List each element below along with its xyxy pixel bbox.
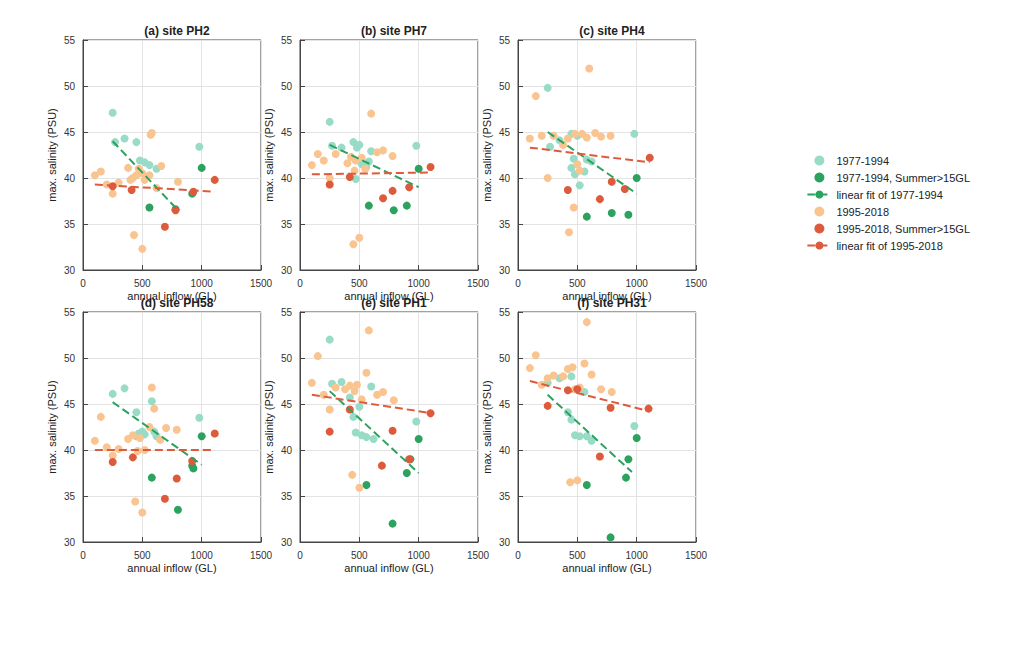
svg-text:1500: 1500 [250, 278, 273, 289]
svg-text:55: 55 [64, 307, 76, 318]
svg-text:55: 55 [499, 35, 511, 46]
svg-text:0: 0 [80, 550, 86, 561]
svg-text:1500: 1500 [250, 550, 273, 561]
svg-text:45: 45 [499, 399, 511, 410]
svg-text:(f) site PH31: (f) site PH31 [577, 296, 647, 310]
svg-text:0: 0 [515, 550, 521, 561]
svg-text:1500: 1500 [467, 550, 490, 561]
svg-text:500: 500 [351, 278, 368, 289]
svg-text:(e) site PH1: (e) site PH1 [361, 296, 427, 310]
svg-text:1500: 1500 [685, 278, 708, 289]
svg-text:35: 35 [499, 491, 511, 502]
svg-text:0: 0 [515, 278, 521, 289]
svg-text:annual inflow (GL): annual inflow (GL) [562, 562, 651, 574]
svg-text:1000: 1000 [626, 550, 649, 561]
svg-text:max. salinity (PSU): max. salinity (PSU) [46, 108, 58, 202]
svg-text:max. salinity (PSU): max. salinity (PSU) [481, 380, 493, 474]
svg-text:50: 50 [499, 353, 511, 364]
svg-text:40: 40 [499, 173, 511, 184]
svg-text:45: 45 [64, 127, 76, 138]
svg-text:50: 50 [281, 353, 293, 364]
svg-text:50: 50 [64, 81, 76, 92]
svg-text:50: 50 [281, 81, 293, 92]
svg-text:30: 30 [281, 537, 293, 548]
svg-text:500: 500 [134, 550, 151, 561]
svg-text:45: 45 [64, 399, 76, 410]
svg-text:1000: 1000 [626, 278, 649, 289]
svg-text:max. salinity (PSU): max. salinity (PSU) [263, 108, 275, 202]
svg-text:55: 55 [281, 307, 293, 318]
svg-text:linear fit of 1977-1994: linear fit of 1977-1994 [836, 189, 942, 201]
svg-text:0: 0 [297, 278, 303, 289]
svg-text:55: 55 [64, 35, 76, 46]
svg-text:40: 40 [64, 445, 76, 456]
svg-text:45: 45 [281, 127, 293, 138]
svg-text:500: 500 [134, 278, 151, 289]
svg-text:1500: 1500 [685, 550, 708, 561]
svg-text:30: 30 [281, 265, 293, 276]
svg-text:35: 35 [64, 219, 76, 230]
svg-text:35: 35 [281, 219, 293, 230]
svg-text:(c) site PH4: (c) site PH4 [579, 24, 645, 38]
svg-text:1977-1994, Summer>15GL: 1977-1994, Summer>15GL [836, 172, 970, 184]
svg-text:45: 45 [499, 127, 511, 138]
svg-text:1000: 1000 [191, 550, 214, 561]
svg-text:35: 35 [281, 491, 293, 502]
svg-text:50: 50 [499, 81, 511, 92]
svg-text:40: 40 [64, 173, 76, 184]
svg-text:annual inflow (GL): annual inflow (GL) [127, 562, 216, 574]
svg-text:40: 40 [281, 445, 293, 456]
svg-text:30: 30 [64, 265, 76, 276]
svg-text:linear fit of 1995-2018: linear fit of 1995-2018 [836, 240, 942, 252]
svg-text:30: 30 [499, 537, 511, 548]
svg-text:500: 500 [569, 278, 586, 289]
svg-text:55: 55 [281, 35, 293, 46]
svg-text:annual inflow (GL): annual inflow (GL) [344, 562, 433, 574]
svg-text:40: 40 [281, 173, 293, 184]
svg-text:40: 40 [499, 445, 511, 456]
svg-text:35: 35 [64, 491, 76, 502]
svg-text:35: 35 [499, 219, 511, 230]
svg-text:1977-1994: 1977-1994 [836, 155, 889, 167]
svg-text:500: 500 [569, 550, 586, 561]
svg-text:500: 500 [351, 550, 368, 561]
svg-text:(d) site PH58: (d) site PH58 [141, 296, 214, 310]
svg-text:0: 0 [80, 278, 86, 289]
svg-text:max. salinity (PSU): max. salinity (PSU) [46, 380, 58, 474]
svg-text:30: 30 [64, 537, 76, 548]
svg-text:max. salinity (PSU): max. salinity (PSU) [263, 380, 275, 474]
svg-text:1500: 1500 [467, 278, 490, 289]
svg-text:(a) site PH2: (a) site PH2 [144, 24, 210, 38]
svg-text:45: 45 [281, 399, 293, 410]
svg-text:(b) site PH7: (b) site PH7 [361, 24, 427, 38]
svg-text:max. salinity (PSU): max. salinity (PSU) [481, 108, 493, 202]
svg-text:1000: 1000 [408, 550, 431, 561]
svg-text:55: 55 [499, 307, 511, 318]
svg-text:50: 50 [64, 353, 76, 364]
svg-text:1995-2018, Summer>15GL: 1995-2018, Summer>15GL [836, 223, 970, 235]
svg-text:1000: 1000 [191, 278, 214, 289]
svg-text:1995-2018: 1995-2018 [836, 206, 889, 218]
svg-text:0: 0 [297, 550, 303, 561]
svg-text:30: 30 [499, 265, 511, 276]
svg-text:1000: 1000 [408, 278, 431, 289]
